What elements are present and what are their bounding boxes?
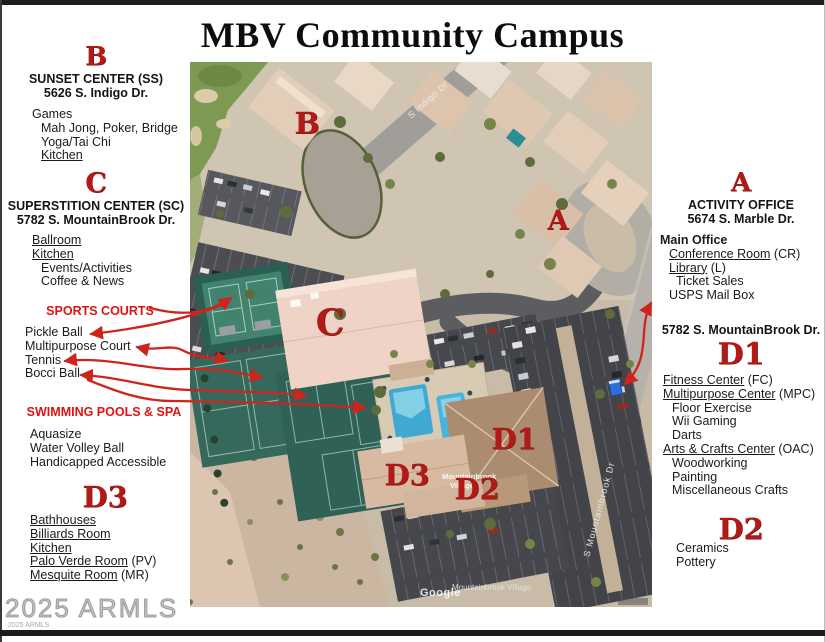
place-label-line1: Mountainbrook: [442, 472, 497, 481]
section-b-letter: B: [85, 42, 107, 72]
swimming-list: Aquasize Water Volley Ball Handicapped A…: [30, 427, 167, 469]
google-watermark: Google: [420, 587, 461, 599]
list-item: USPS Mail Box: [669, 288, 755, 303]
section-a-address: 5674 S. Marble Dr.: [687, 212, 795, 226]
list-item: Events/Activities: [41, 260, 133, 275]
list-item: Ceramics: [676, 541, 729, 555]
residential-buildings: [248, 62, 650, 299]
list-item: Wii Gaming: [672, 414, 737, 429]
map-label-d3: D3: [384, 458, 430, 492]
list-item: Bathhouses: [30, 513, 97, 527]
place-label-bottom: Mountainbrook Village: [452, 583, 532, 592]
place-label-line2: Village: [450, 481, 474, 490]
map-label-c: C: [315, 302, 345, 344]
list-item: Billiards Room: [30, 526, 111, 541]
list-item: Woodworking: [672, 455, 748, 470]
campus-buildings: [275, 268, 623, 519]
list-item: Kitchen: [32, 246, 74, 261]
section-a: A ACTIVITY OFFICE 5674 S. Marble Dr. Mai…: [657, 168, 825, 303]
list-item: Tennis: [25, 352, 62, 367]
list-item: Floor Exercise: [672, 400, 752, 415]
section-c-address: 5782 S. MountainBrook Dr.: [16, 213, 176, 227]
section-a-name: ACTIVITY OFFICE: [687, 198, 795, 212]
list-item: Arts & Crafts Center (OAC): [663, 441, 814, 456]
section-b: B SUNSET CENTER (SS) 5626 S. Indigo Dr. …: [2, 42, 190, 163]
map-attribution-smudge: [618, 598, 648, 605]
frame-left: [0, 0, 2, 642]
sports-courts-list: Pickle Ball Multipurpose Court Tennis Bo…: [25, 325, 131, 381]
section-c-name: SUPERSTITION CENTER (SC): [7, 199, 185, 213]
list-item: Water Volley Ball: [30, 440, 125, 455]
list-item: Pickle Ball: [25, 325, 83, 339]
aerial-map-svg: S Indigo Dr S Mountainbrook Dr Mountainb…: [190, 62, 652, 607]
section-b-address: 5626 S. Indigo Dr.: [43, 86, 149, 100]
list-item: Yoga/Tai Chi: [41, 134, 111, 149]
sports-courts-heading: SPORTS COURTS: [46, 304, 154, 318]
list-item: Palo Verde Room (PV): [30, 554, 157, 569]
section-d2-letter: D2: [718, 512, 764, 546]
list-item: Ballroom: [32, 233, 82, 247]
section-a-letter: A: [730, 168, 752, 198]
frame-bottom: [0, 630, 825, 636]
page-title: MBV Community Campus: [200, 15, 625, 55]
list-item: Library (L): [669, 260, 726, 275]
section-d1-letter: D1: [717, 337, 765, 372]
map-label-d2: D2: [454, 472, 500, 506]
list-item: Darts: [672, 428, 702, 443]
frame-top: [0, 0, 825, 5]
map-label-d1: D1: [491, 422, 537, 456]
map-label-b: B: [294, 106, 320, 142]
list-item: Mesquite Room (MR): [30, 568, 149, 583]
list-item: Handicapped Accessible: [30, 454, 167, 469]
list-item: Coffee & News: [41, 274, 125, 289]
list-item: Conference Room (CR): [669, 246, 801, 261]
backyard-pool: [506, 128, 526, 148]
list-item: Miscellaneous Crafts: [672, 483, 789, 498]
section-c-letter: C: [85, 168, 107, 199]
list-item: Painting: [672, 469, 718, 484]
list-item: Games: [32, 107, 73, 121]
section-d3-list: Bathhouses Billiards Room Kitchen Palo V…: [30, 513, 157, 583]
list-item: Main Office: [660, 233, 728, 247]
aerial-map: S Indigo Dr S Mountainbrook Dr Mountainb…: [190, 62, 652, 607]
section-d1-address: 5782 S. MountainBrook Dr.: [661, 323, 821, 337]
list-item: Multipurpose Center (MPC): [663, 386, 816, 401]
armls-watermark-small: 2025 ARMLS: [8, 622, 50, 629]
list-item: Bocci Ball: [25, 366, 80, 381]
section-c: C SUPERSTITION CENTER (SC) 5782 S. Mount…: [2, 168, 190, 289]
usps-mailbox: [607, 378, 623, 397]
building-d3-d2: [357, 434, 486, 519]
list-item: Pottery: [676, 554, 716, 569]
section-b-name: SUNSET CENTER (SS): [28, 72, 164, 86]
list-item: Fitness Center (FC): [663, 373, 773, 387]
list-item: Mah Jong, Poker, Bridge: [41, 120, 178, 135]
building-c: [275, 268, 432, 390]
section-d2-list: Ceramics Pottery: [676, 541, 729, 570]
section-d1-list: Fitness Center (FC) Multipurpose Center …: [663, 373, 816, 498]
list-item: Multipurpose Court: [25, 338, 131, 353]
armls-watermark: 2025 ARMLS: [4, 593, 179, 624]
list-item: Ticket Sales: [676, 274, 744, 289]
list-item: Aquasize: [30, 427, 82, 441]
map-label-a: A: [547, 205, 569, 237]
trees: [216, 116, 634, 587]
swimming-heading: SWIMMING POOLS & SPA: [26, 405, 182, 419]
list-item: Kitchen: [41, 148, 83, 163]
list-item: Kitchen: [30, 540, 72, 555]
section-d3-letter: D3: [82, 480, 128, 514]
